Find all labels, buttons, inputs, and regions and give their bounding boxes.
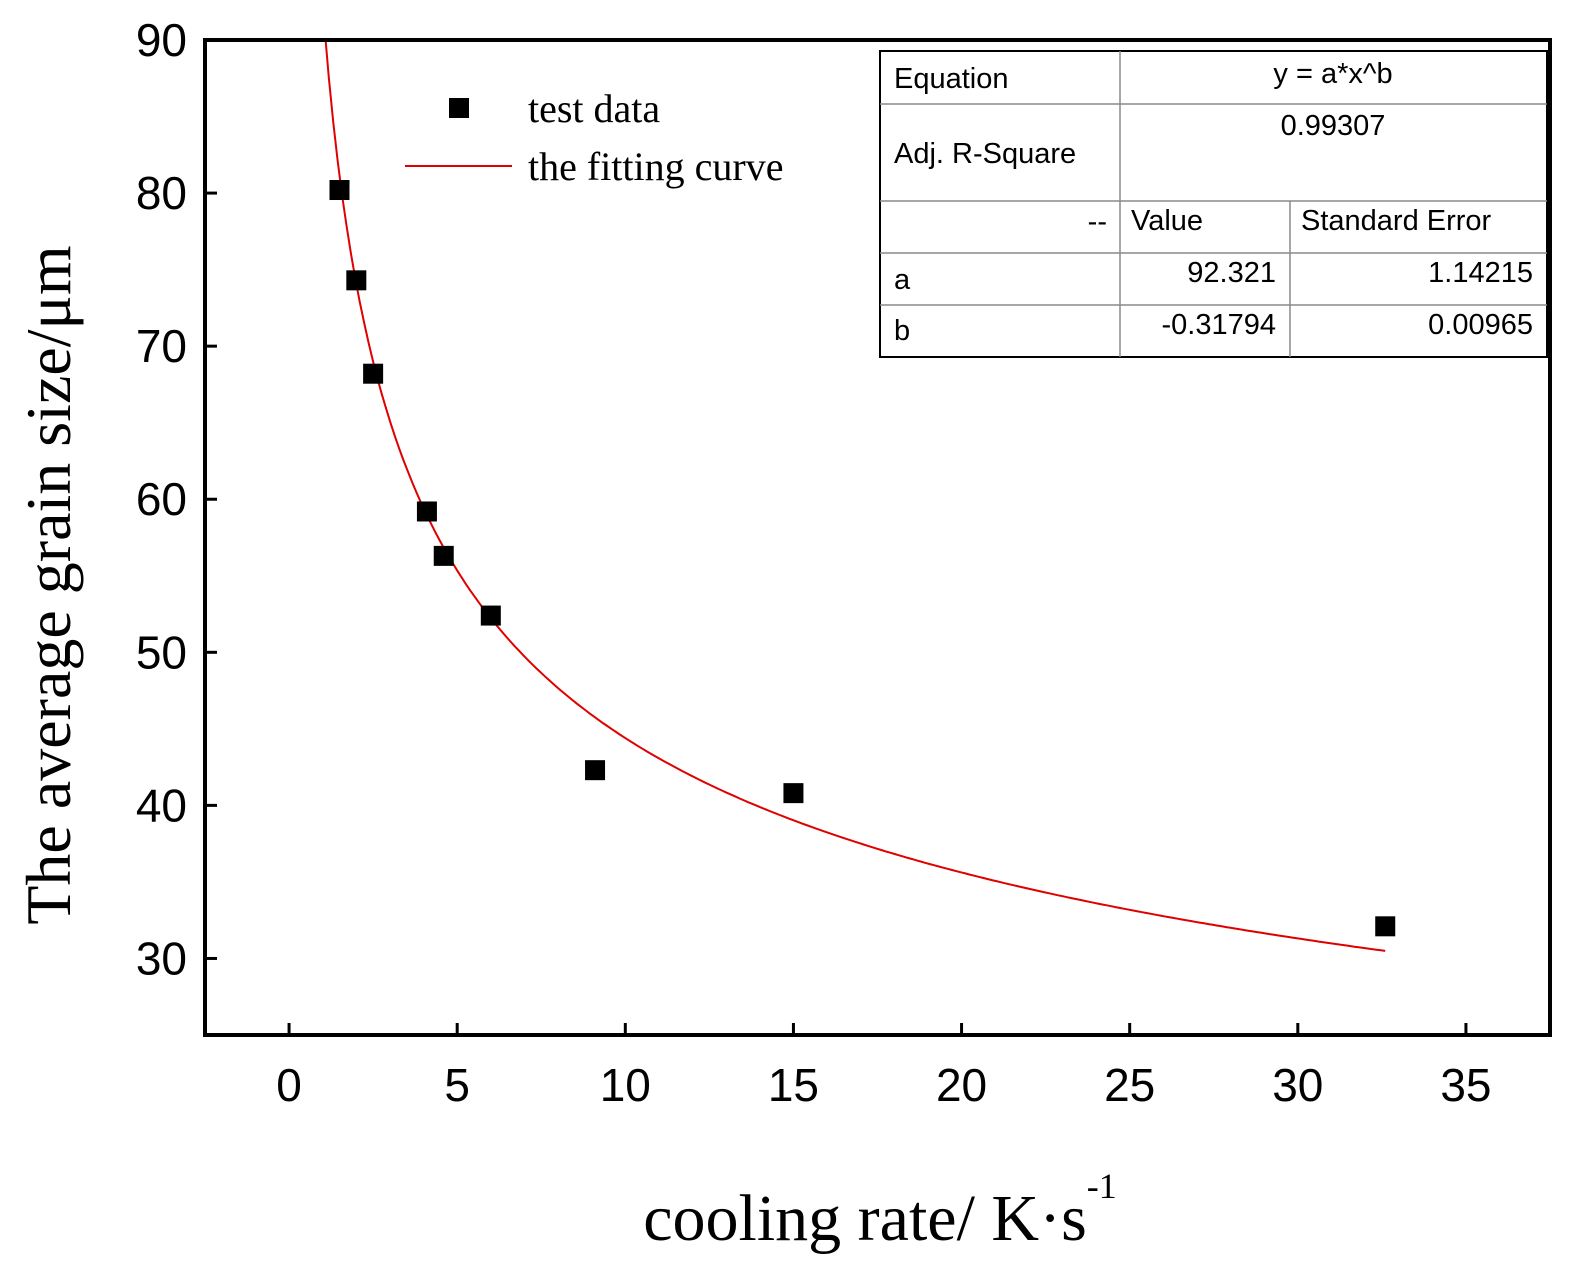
fit-curve (324, 40, 1386, 952)
x-tick-label: 0 (276, 1059, 302, 1111)
x-tick-label: 25 (1104, 1059, 1155, 1111)
x-axis-title: cooling rate/ K·s-1 (643, 1166, 1117, 1255)
test-data-point (480, 605, 501, 626)
series-layer (324, 40, 1396, 952)
header-dash: -- (1088, 206, 1107, 238)
x-tick-label: 10 (600, 1059, 651, 1111)
test-data-point (329, 180, 350, 201)
header-value: Value (1131, 205, 1203, 237)
legend-label-fit: the fitting curve (528, 144, 783, 189)
equation-value: y = a*x^b (1273, 58, 1392, 90)
plot-frame (203, 38, 1552, 1037)
y-tick-label: 70 (136, 320, 187, 372)
x-tick-label: 20 (936, 1059, 987, 1111)
param-a-value: 92.321 (1187, 257, 1276, 289)
y-tick-label: 30 (136, 932, 187, 984)
r-square-value: 0.99307 (1281, 110, 1386, 142)
param-a-error: 1.14215 (1428, 257, 1533, 289)
test-data-point (783, 783, 804, 804)
x-tick-label: 15 (768, 1059, 819, 1111)
x-axis-ticks: 0 5 10 15 20 25 30 35 (276, 1023, 1492, 1111)
param-b-name: b (894, 315, 910, 347)
fit-table: Equation y = a*x^b Adj. R-Square 0.99307… (879, 50, 1548, 358)
x-axis-title-exponent: -1 (1087, 1166, 1117, 1206)
test-data-point (416, 501, 437, 522)
header-standard-error: Standard Error (1301, 205, 1492, 237)
param-a-name: a (894, 264, 911, 296)
test-data-point (346, 270, 367, 291)
y-tick-label: 60 (136, 473, 187, 525)
y-tick-label: 90 (136, 14, 187, 66)
r-square-label: Adj. R-Square (894, 138, 1076, 170)
y-tick-label: 50 (136, 626, 187, 678)
legend: test data the fitting curve (405, 86, 783, 189)
x-axis-title-text: cooling rate/ K·s (643, 1182, 1087, 1255)
test-data-point (585, 760, 606, 781)
y-tick-label: 80 (136, 167, 187, 219)
test-data-point (433, 545, 454, 566)
test-data-point (363, 363, 384, 384)
y-axis-title: The average grain size/μm (13, 245, 84, 924)
test-data-point (1375, 916, 1396, 937)
y-tick-label: 40 (136, 779, 187, 831)
legend-label-test-data: test data (528, 86, 660, 131)
x-tick-label: 30 (1272, 1059, 1323, 1111)
x-tick-label: 5 (444, 1059, 470, 1111)
x-tick-label: 35 (1440, 1059, 1491, 1111)
param-b-error: 0.00965 (1428, 309, 1533, 341)
param-b-value: -0.31794 (1162, 309, 1277, 341)
fit-table-frame (879, 50, 1548, 358)
legend-marker-test-data (449, 98, 469, 118)
y-axis-ticks: 30 40 50 60 70 80 90 (136, 14, 217, 984)
equation-label: Equation (894, 63, 1009, 95)
